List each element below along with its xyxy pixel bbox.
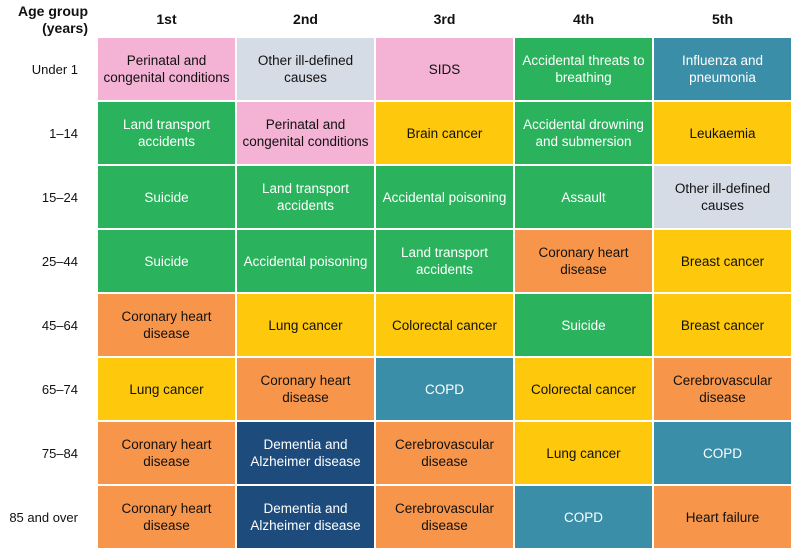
cause-cell: Accidental threats to breathing xyxy=(515,38,652,100)
cause-cell: Other ill-defined causes xyxy=(654,166,791,228)
cause-cell: Coronary heart disease xyxy=(237,358,374,420)
cause-cell: Cerebrovascular disease xyxy=(376,486,513,548)
rank-header-2nd: 2nd xyxy=(293,11,318,27)
cause-cell: Cerebrovascular disease xyxy=(376,422,513,484)
cause-cell: Accidental poisoning xyxy=(237,230,374,292)
cause-cell: Coronary heart disease xyxy=(98,486,235,548)
cause-cell: SIDS xyxy=(376,38,513,100)
cause-cell: Land transport accidents xyxy=(237,166,374,228)
cause-cell: COPD xyxy=(654,422,791,484)
cause-cell: Lung cancer xyxy=(98,358,235,420)
cause-cell: Perinatal and congenital conditions xyxy=(237,102,374,164)
age-group-label: 1–14 xyxy=(49,125,78,141)
age-group-label: 85 and over xyxy=(9,509,78,525)
cause-cell: Colorectal cancer xyxy=(376,294,513,356)
age-group-label: 25–44 xyxy=(41,253,78,269)
age-group-label: Under 1 xyxy=(31,61,78,77)
age-group-label: 15–24 xyxy=(41,189,78,205)
rank-header-5th: 5th xyxy=(712,11,733,27)
causes-of-death-table: Age group (years) 1st 2nd 3rd 4th 5th Under 1 P… xyxy=(9,3,791,548)
cause-cell: Dementia and Alzheimer disease xyxy=(237,422,374,484)
cause-cell: Coronary heart disease xyxy=(98,294,235,356)
cause-cell: Other ill-defined causes xyxy=(237,38,374,100)
age-group-label: 65–74 xyxy=(41,381,78,397)
cause-cell: Dementia and Alzheimer disease xyxy=(237,486,374,548)
cause-cell: Colorectal cancer xyxy=(515,358,652,420)
cause-cell: COPD xyxy=(376,358,513,420)
cause-cell: Accidental poisoning xyxy=(376,166,513,228)
rank-header-3rd: 3rd xyxy=(433,11,456,27)
age-group-header: Age group (years) xyxy=(18,3,88,36)
cause-cell: Brain cancer xyxy=(376,102,513,164)
cause-cell: Suicide xyxy=(515,294,652,356)
cause-cell: Cerebrovascular disease xyxy=(654,358,791,420)
age-group-label: 75–84 xyxy=(41,445,78,461)
age-group-label: 45–64 xyxy=(41,317,78,333)
cause-cell: Coronary heart disease xyxy=(515,230,652,292)
rank-header-4th: 4th xyxy=(573,11,594,27)
cause-cell: Breast cancer xyxy=(654,230,791,292)
cause-cell: Assault xyxy=(515,166,652,228)
cause-cell: COPD xyxy=(515,486,652,548)
cause-cell: Lung cancer xyxy=(237,294,374,356)
cause-cell: Perinatal and congenital conditions xyxy=(98,38,235,100)
rank-header-1st: 1st xyxy=(156,11,177,27)
cause-cell: Suicide xyxy=(98,230,235,292)
cause-cell: Lung cancer xyxy=(515,422,652,484)
cause-cell: Influenza and pneumonia xyxy=(654,38,791,100)
cause-cell: Suicide xyxy=(98,166,235,228)
cause-cell: Land transport accidents xyxy=(98,102,235,164)
cause-cell: Land transport accidents xyxy=(376,230,513,292)
cause-cell: Coronary heart disease xyxy=(98,422,235,484)
cause-cell: Leukaemia xyxy=(654,102,791,164)
cause-cell: Breast cancer xyxy=(654,294,791,356)
cause-cell: Heart failure xyxy=(654,486,791,548)
cause-cell: Accidental drowning and submersion xyxy=(515,102,652,164)
